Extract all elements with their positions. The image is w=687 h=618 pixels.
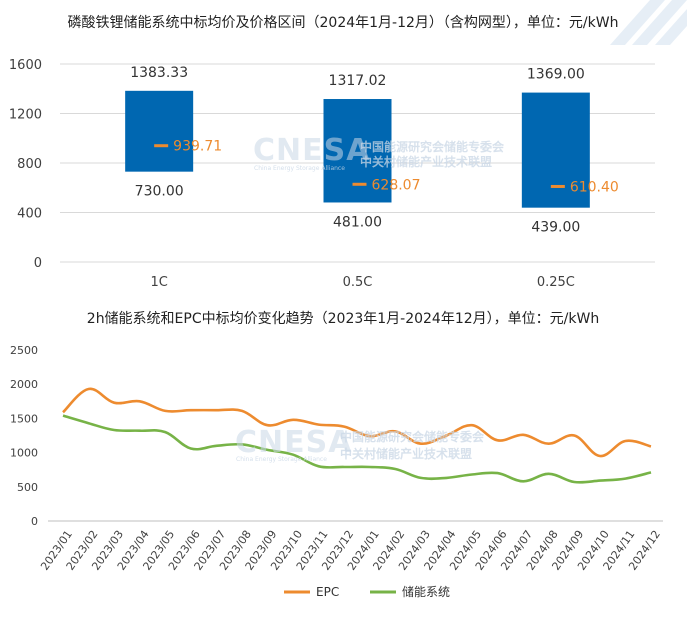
chart1-y-tick-label: 0	[34, 256, 42, 271]
low-label: 481.00	[333, 214, 382, 230]
high-label: 1369.00	[527, 67, 585, 83]
chart1-y-tick-label: 400	[17, 207, 42, 222]
chart2-x-axis: 2023/012023/022023/032023/042023/052023/…	[38, 528, 663, 573]
avg-label: 939.71	[173, 139, 222, 155]
avg-label: 610.40	[570, 179, 619, 195]
watermark-1-line2: 中关村储能产业技术联盟	[360, 154, 492, 169]
watermark-1-brand: CNESA	[253, 133, 370, 168]
chart2-title: 2h储能系统和EPC中标均价变化趋势（2023年1月-2024年12月），单位：…	[87, 311, 599, 327]
decorative-stripes	[610, 0, 687, 45]
chart2-y-tick-label: 1500	[10, 412, 38, 425]
chart2-y-tick-label: 2500	[10, 344, 38, 357]
avg-label: 628.07	[372, 177, 421, 193]
chart1-title: 磷酸铁锂储能系统中标均价及价格区间（2024年1月-12月）（含构网型），单位：…	[68, 15, 619, 31]
chart1-x-tick-label: 1C	[150, 275, 167, 290]
watermark-2-line2: 中关村储能产业技术联盟	[340, 446, 472, 461]
legend-epc-label: EPC	[316, 585, 339, 599]
epc-line	[62, 387, 652, 458]
chart2-y-tick-label: 500	[17, 481, 38, 494]
chart1-bars	[125, 90, 590, 208]
chart1-data-labels: 939.71 1383.33 730.00 628.07 1317.02 481.00 61…	[130, 65, 619, 236]
watermark-2-brand: CNESA	[235, 425, 352, 460]
chart1-y-tick-label: 800	[17, 157, 42, 172]
range-bar	[521, 92, 590, 208]
high-label: 1383.33	[130, 65, 188, 81]
low-label: 439.00	[531, 220, 580, 236]
chart1-y-tick-label: 1200	[9, 108, 42, 123]
watermark-2-line1: 中国能源研究会储能专委会	[340, 429, 485, 444]
chart1-y-axis: 0 400 800 1200 1600	[9, 58, 42, 271]
chart1-y-tick-label: 1600	[9, 58, 42, 73]
low-label: 730.00	[135, 184, 184, 200]
chart2-y-tick-label: 2000	[10, 378, 38, 391]
chart2-legend: EPC 储能系统	[284, 584, 450, 599]
chart1-x-tick-label: 0.5C	[343, 275, 373, 290]
chart2-y-tick-label: 0	[31, 515, 38, 528]
legend-storage-label: 储能系统	[402, 584, 450, 599]
watermark-1: CNESA 中国能源研究会储能专委会 中关村储能产业技术联盟 China Ene…	[253, 133, 505, 172]
chart2-y-axis: 0 500 1000 1500 2000 2500	[10, 344, 38, 528]
chart2-series	[62, 387, 652, 484]
chart1-x-axis: 1C 0.5C 0.25C	[150, 275, 574, 290]
high-label: 1317.02	[329, 73, 387, 89]
watermark-2: CNESA 中国能源研究会储能专委会 中关村储能产业技术联盟 China Ene…	[235, 425, 485, 463]
chart2-y-tick-label: 1000	[10, 447, 38, 460]
range-bar	[125, 90, 194, 172]
chart1-x-tick-label: 0.25C	[537, 275, 575, 290]
watermark-2-english: China Energy Storage Alliance	[236, 456, 327, 463]
watermark-1-english: China Energy Storage Alliance	[254, 165, 345, 172]
storage-system-line	[62, 414, 652, 484]
watermark-1-line1: 中国能源研究会储能专委会	[360, 139, 505, 154]
